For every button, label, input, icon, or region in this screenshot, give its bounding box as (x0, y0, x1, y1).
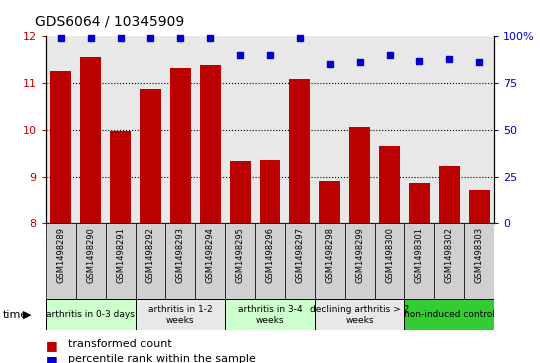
Text: GSM1498301: GSM1498301 (415, 227, 424, 283)
Bar (136, 223, 165, 299)
Text: GSM1498295: GSM1498295 (235, 227, 245, 283)
Text: GSM1498299: GSM1498299 (355, 227, 364, 283)
Text: declining arthritis > 2
weeks: declining arthritis > 2 weeks (310, 305, 409, 325)
Text: GSM1498296: GSM1498296 (266, 227, 274, 283)
Text: arthritis in 3-4
weeks: arthritis in 3-4 weeks (238, 305, 302, 325)
Bar (315, 299, 404, 330)
Text: GSM1498302: GSM1498302 (445, 227, 454, 283)
Bar (345, 223, 375, 299)
Text: GSM1498291: GSM1498291 (116, 227, 125, 283)
Bar (434, 223, 464, 299)
Text: GSM1498294: GSM1498294 (206, 227, 215, 283)
Text: GSM1498298: GSM1498298 (325, 227, 334, 283)
Bar (469, 189, 490, 223)
Text: GDS6064 / 10345909: GDS6064 / 10345909 (35, 15, 184, 29)
Text: arthritis in 1-2
weeks: arthritis in 1-2 weeks (148, 305, 213, 325)
Bar (200, 65, 221, 223)
Bar (50, 72, 71, 223)
Bar (46, 299, 136, 330)
Text: non-induced control: non-induced control (404, 310, 495, 319)
Text: GSM1498289: GSM1498289 (56, 227, 65, 283)
Bar (225, 223, 255, 299)
Bar (110, 131, 131, 223)
Bar (170, 68, 191, 223)
Bar (165, 223, 195, 299)
Text: GSM1498297: GSM1498297 (295, 227, 305, 283)
Bar (106, 223, 136, 299)
Bar (464, 223, 494, 299)
Bar (289, 79, 310, 223)
Bar (379, 146, 400, 223)
Text: GSM1498300: GSM1498300 (385, 227, 394, 283)
Bar (404, 223, 434, 299)
Text: transformed count: transformed count (68, 339, 171, 350)
Bar (404, 299, 494, 330)
Bar (260, 160, 280, 223)
Text: ■: ■ (46, 339, 58, 352)
Text: GSM1498290: GSM1498290 (86, 227, 95, 283)
Bar (409, 183, 430, 223)
Bar (46, 223, 76, 299)
Text: GSM1498292: GSM1498292 (146, 227, 155, 283)
Bar (195, 223, 225, 299)
Bar (225, 299, 315, 330)
Text: ▶: ▶ (23, 310, 32, 320)
Bar (315, 223, 345, 299)
Bar (439, 166, 460, 223)
Bar (76, 223, 106, 299)
Bar (136, 299, 225, 330)
Bar (319, 181, 340, 223)
Bar (140, 89, 161, 223)
Text: GSM1498293: GSM1498293 (176, 227, 185, 283)
Text: percentile rank within the sample: percentile rank within the sample (68, 354, 255, 363)
Bar (285, 223, 315, 299)
Bar (255, 223, 285, 299)
Bar (230, 161, 251, 223)
Bar (349, 127, 370, 223)
Text: ■: ■ (46, 354, 58, 363)
Bar (375, 223, 404, 299)
Bar (80, 57, 101, 223)
Text: arthritis in 0-3 days: arthritis in 0-3 days (46, 310, 135, 319)
Text: GSM1498303: GSM1498303 (475, 227, 484, 283)
Text: time: time (3, 310, 28, 320)
